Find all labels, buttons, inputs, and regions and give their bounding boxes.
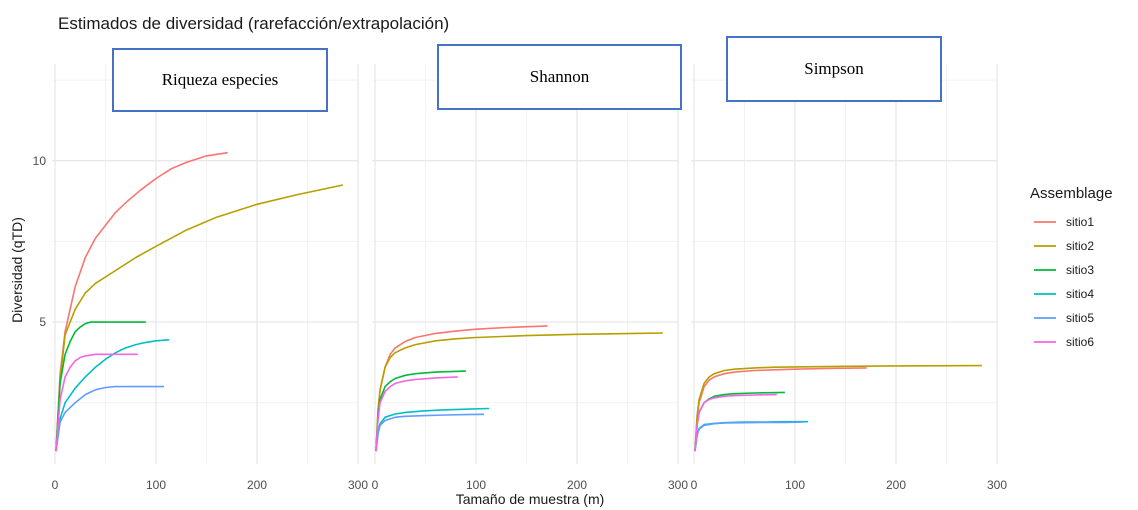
legend-item-sitio1: sitio1 <box>1034 215 1094 229</box>
series-line-sitio1 <box>694 367 867 452</box>
x-tick-label: 200 <box>886 478 906 492</box>
x-tick-label: 300 <box>987 478 1007 492</box>
panel-1: 0 100 200 300 <box>372 64 688 492</box>
panel-label-simpson: Simpson <box>726 36 942 102</box>
x-tick-label: 100 <box>146 478 166 492</box>
legend-item-sitio6: sitio6 <box>1034 335 1094 349</box>
series-line-sitio6 <box>375 376 458 452</box>
x-tick-label: 300 <box>668 478 688 492</box>
series-line-sitio5 <box>375 413 485 452</box>
legend-label: sitio6 <box>1066 335 1094 349</box>
panel-2: 0 100 200 300 <box>691 64 1007 492</box>
legend-item-sitio4: sitio4 <box>1034 287 1094 301</box>
legend-title: Assemblage <box>1030 185 1113 202</box>
legend-item-sitio3: sitio3 <box>1034 263 1094 277</box>
legend-label: sitio4 <box>1066 287 1094 301</box>
x-tick-label: 300 <box>348 478 368 492</box>
series-line-sitio3 <box>55 321 146 452</box>
x-tick-label: 200 <box>567 478 587 492</box>
y-tick-label: 5 <box>39 315 46 329</box>
series-line-sitio2 <box>375 332 663 452</box>
x-tick-label: 0 <box>372 478 379 492</box>
x-tick-label: 0 <box>52 478 59 492</box>
series-line-sitio4 <box>55 339 170 452</box>
x-tick-label: 0 <box>691 478 698 492</box>
panel-0: 0 100 200 300 5 10 <box>33 64 368 492</box>
series-line-sitio6 <box>694 393 777 452</box>
y-tick-label: 10 <box>33 154 47 168</box>
x-axis-label: Tamaño de muestra (m) <box>456 491 605 507</box>
panel-label-riqueza: Riqueza especies <box>112 48 328 112</box>
x-tick-label: 100 <box>466 478 486 492</box>
legend-label: sitio1 <box>1066 215 1094 229</box>
panel-label-shannon: Shannon <box>437 44 682 110</box>
series-line-sitio2 <box>55 184 344 452</box>
x-tick-label: 100 <box>785 478 805 492</box>
legend-label: sitio2 <box>1066 239 1094 253</box>
series-line-sitio4 <box>694 420 809 452</box>
series-line-sitio5 <box>55 385 165 452</box>
y-axis-label: Diversidad (qTD) <box>9 217 25 323</box>
legend-item-sitio5: sitio5 <box>1034 311 1094 325</box>
series-line-sitio1 <box>375 325 548 452</box>
series-line-sitio1 <box>55 151 228 452</box>
series-line-sitio5 <box>694 421 804 452</box>
series-line-sitio2 <box>694 364 982 452</box>
x-tick-label: 200 <box>247 478 267 492</box>
series-line-sitio6 <box>55 353 138 452</box>
legend-item-sitio2: sitio2 <box>1034 239 1094 253</box>
legend-label: sitio3 <box>1066 263 1094 277</box>
legend-label: sitio5 <box>1066 311 1094 325</box>
chart-title: Estimados de diversidad (rarefacción/ext… <box>58 14 449 33</box>
